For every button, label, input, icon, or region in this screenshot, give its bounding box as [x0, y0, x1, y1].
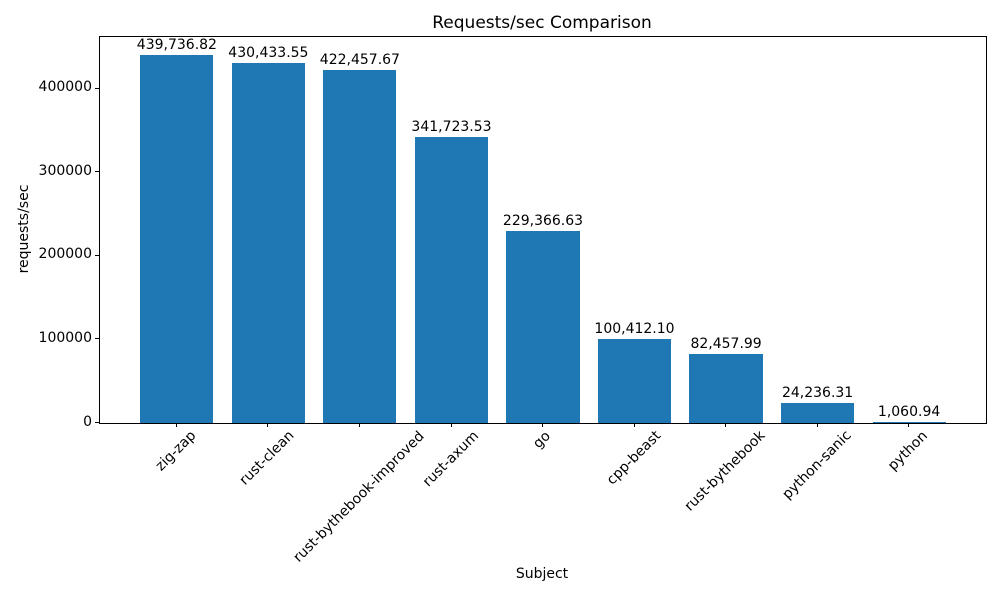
bar — [689, 354, 763, 423]
x-tick-label: rust-bythebook-improved — [290, 427, 428, 566]
x-tick-label: python-sanic — [778, 427, 855, 503]
x-tick-mark — [908, 423, 910, 427]
bar — [872, 422, 946, 423]
x-tick-mark — [816, 423, 818, 427]
y-tick-mark — [95, 171, 99, 173]
x-tick-mark — [175, 423, 177, 427]
bar — [414, 137, 489, 423]
x-tick-mark — [725, 423, 727, 427]
bar-value-label: 341,723.53 — [411, 119, 492, 136]
x-tick-mark — [450, 423, 452, 427]
bar-value-label: 1,060.94 — [877, 404, 941, 420]
x-tick-label: python — [885, 427, 932, 474]
bar — [781, 402, 855, 423]
bar — [140, 55, 214, 423]
x-tick-label: go — [530, 427, 554, 452]
bar-value-label: 229,366.63 — [502, 213, 584, 230]
bar-value-label: 100,412.10 — [594, 321, 675, 338]
y-tick-label: 0 — [83, 413, 92, 430]
y-tick-label: 400000 — [38, 79, 92, 96]
x-tick-label: cpp-beast — [603, 427, 664, 489]
bar-value-label: 24,236.31 — [781, 384, 854, 401]
bar-value-label: 430,433.55 — [228, 45, 309, 62]
bar-value-label: 439,736.82 — [136, 37, 217, 54]
x-tick-mark — [542, 423, 543, 427]
bar — [231, 63, 305, 423]
x-tick-mark — [358, 423, 360, 427]
bar — [506, 231, 580, 423]
x-tick-label: zig-zap — [152, 427, 200, 475]
y-tick-mark — [95, 254, 99, 256]
x-tick-mark — [267, 423, 269, 427]
y-tick-label: 300000 — [38, 162, 92, 179]
chart-title: Requests/sec Comparison — [432, 13, 652, 33]
y-tick-label: 200000 — [38, 246, 92, 263]
x-tick-mark — [633, 423, 635, 427]
bar-value-label: 422,457.67 — [319, 51, 400, 68]
x-tick-label: rust-axum — [419, 427, 482, 491]
y-tick-mark — [95, 338, 99, 340]
bar-value-label: 82,457.99 — [690, 336, 762, 353]
bar — [323, 69, 397, 423]
y-tick-mark — [95, 87, 99, 89]
y-tick-label: 100000 — [38, 329, 92, 346]
bar — [597, 339, 672, 423]
x-axis-label: Subject — [515, 566, 569, 582]
x-tick-label: rust-bythebook — [681, 427, 769, 515]
plot-area: 439,736.82 430,433.55 422,457.67 341,723.53… — [99, 36, 987, 424]
x-tick-label: rust-clean — [236, 427, 298, 489]
y-tick-mark — [95, 422, 99, 423]
